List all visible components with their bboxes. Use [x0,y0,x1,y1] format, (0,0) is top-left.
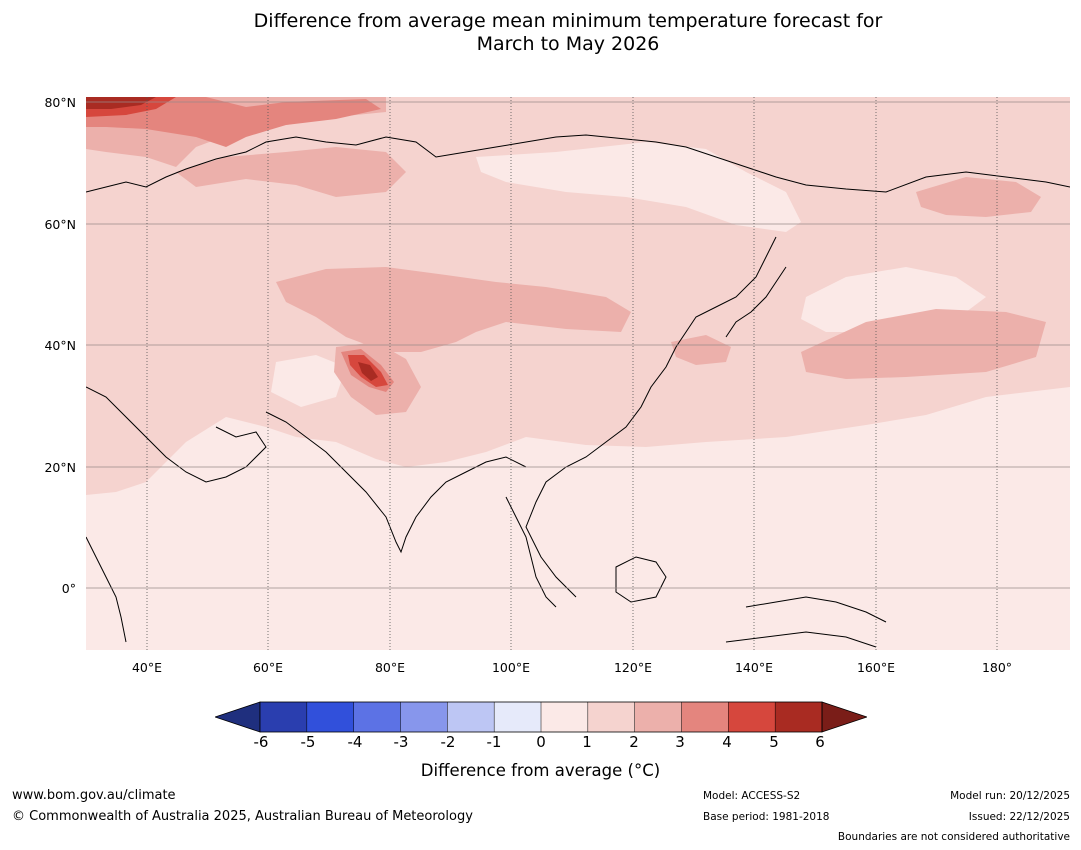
colorbar-extend-high [821,701,869,733]
anomaly-patch-central-0-1 [271,355,346,407]
colorbar-tick: -2 [440,733,456,751]
footer-copyright: © Commonwealth of Australia 2025, Austra… [12,809,473,824]
lon-label-180: 180° [981,660,1013,675]
colorbar-tick: 0 [536,733,546,751]
coastline-new-guinea [745,596,887,623]
forecast-map [86,97,1070,650]
coastline-southeast-asia [505,496,557,608]
colorbar-svg [213,701,869,733]
coastline-japan [725,266,787,338]
coastlines [86,134,1070,648]
anomaly-band-2-3-chukotka [916,177,1041,217]
anomaly-band-2-3-east [801,309,1046,379]
colorbar-tick: -4 [347,733,363,751]
anomaly-patch-siberia-0-1 [476,142,801,232]
lon-label-140e: 140°E [734,660,773,675]
colorbar-segment [681,702,729,732]
colorbar-segment [353,702,401,732]
colorbar-segment [494,702,542,732]
coastline-australia-north [725,631,877,648]
anomaly-band-3-4-arctic [86,97,381,147]
colorbar-segment [728,702,776,732]
coastline-india [265,411,527,554]
coastline-arabia [86,386,267,483]
footer-model: Model: ACCESS-S2 [703,790,801,802]
colorbar-label: Difference from average (°C) [420,761,661,780]
colorbar-segment [587,702,636,732]
lat-label-40n: 40°N [44,338,76,353]
map-svg [86,97,1070,650]
anomaly-band-5-6-tibet [358,362,378,381]
lon-label-120e: 120°E [613,660,652,675]
lon-label-40e: 40°E [131,660,163,675]
anomaly-band-2-3-korea [671,335,731,365]
colorbar-tick: 3 [675,733,685,751]
footer-model-run: Model run: 20/12/2025 [950,790,1070,802]
colorbar-segment [634,702,682,732]
colorbar-tick: -1 [486,733,502,751]
colorbar-segment [400,702,448,732]
lat-label-0: 0° [61,581,76,596]
colorbar-extend-low [213,701,261,733]
colorbar-tick: 6 [815,733,825,751]
lat-label-80n: 80°N [44,95,76,110]
chart-title: Difference from average mean minimum tem… [0,10,1081,56]
lon-label-160e: 160°E [856,660,895,675]
title-line-2: March to May 2026 [476,33,660,55]
coastline-africa-east [86,536,127,643]
lat-label-20n: 20°N [44,460,76,475]
colorbar-tick: -3 [393,733,409,751]
colorbar-tick: 2 [629,733,639,751]
lon-label-100e: 100°E [491,660,530,675]
graticule [86,101,1070,589]
lon-label-80e: 80°E [374,660,406,675]
coastline-pacific-asia [525,236,777,598]
anomaly-band-5-6-arctic [86,97,156,109]
colorbar-segment [447,702,495,732]
colorbar-tick: -6 [253,733,269,751]
colorbar-tick: -5 [300,733,316,751]
anomaly-band-2-3-central [276,267,631,352]
lon-label-60e: 60°E [252,660,284,675]
footer-issued: Issued: 22/12/2025 [968,811,1070,823]
colorbar-segment [260,702,308,732]
colorbar-tick: 4 [722,733,732,751]
footer-website: www.bom.gov.au/climate [12,788,176,803]
colorbar [213,700,869,734]
colorbar-frame [259,701,823,733]
colorbar-tick: 1 [582,733,592,751]
title-line-1: Difference from average mean minimum tem… [253,10,883,32]
colorbar-segment [306,702,355,732]
meridians [146,97,998,650]
footer-base-period: Base period: 1981-2018 [703,811,830,823]
colorbar-segment [541,702,589,732]
coastline-arctic-europe [86,134,1070,193]
lat-label-60n: 60°N [44,217,76,232]
anomaly-band-2-3-russia [176,147,406,197]
coastline-borneo [615,556,667,603]
colorbar-tick: 5 [769,733,779,751]
colorbar-segment [775,702,823,732]
footer-disclaimer: Boundaries are not considered authoritat… [837,831,1070,843]
